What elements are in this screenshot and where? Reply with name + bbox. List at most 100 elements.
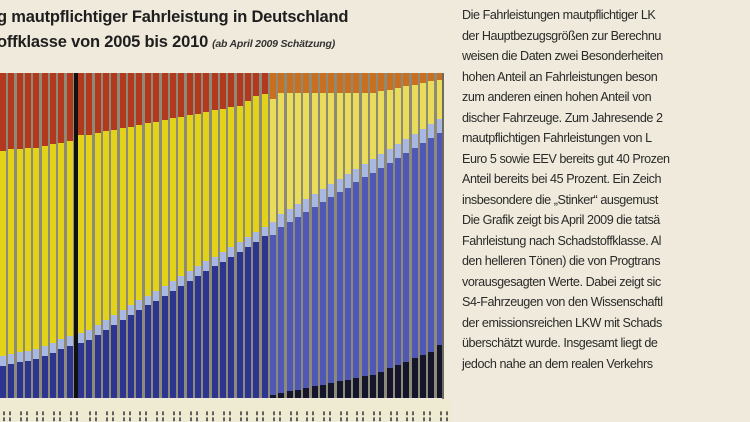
bar-segment-red — [128, 73, 135, 127]
chart-bar — [261, 73, 268, 398]
bar-segment-red — [395, 73, 401, 88]
bar-segment-red — [211, 73, 218, 111]
bar-segment-navy — [86, 339, 93, 398]
bar-segment-lightblue — [361, 164, 368, 178]
article-text: Die Fahrleistungen mautpflichtiger LK der… — [462, 5, 750, 374]
bar-segment-lightblue — [244, 237, 251, 247]
bar-segment-red — [178, 73, 185, 117]
bar-segment-black — [428, 351, 435, 398]
bar-segment-navy — [353, 182, 360, 379]
bar-segment-yellow — [269, 98, 276, 223]
bar-segment-navy — [428, 137, 435, 352]
bar-segment-yellow — [244, 100, 251, 238]
bar-segment-red — [25, 73, 31, 148]
bar-segment-navy — [119, 320, 126, 398]
bar-segment-lightblue — [33, 349, 40, 360]
bar-segment-lightblue — [428, 124, 435, 138]
chart-bar — [361, 73, 368, 398]
bar-segment-yellow — [311, 92, 318, 195]
x-tick-label: ▮▮ ▮▮ — [17, 410, 30, 422]
chart-bar — [128, 73, 135, 398]
bar-segment-lightblue — [66, 336, 73, 347]
bar-segment-navy — [58, 349, 65, 398]
chart-bar — [58, 73, 65, 398]
bar-segment-yellow — [353, 92, 360, 170]
bar-segment-navy — [136, 310, 143, 398]
bar-segment-yellow — [319, 92, 326, 190]
x-tick-label: ▮▮ ▮▮ — [254, 410, 267, 422]
bar-segment-lightblue — [203, 261, 210, 272]
chart-bar — [269, 73, 276, 398]
bar-segment-navy — [311, 207, 318, 387]
bar-segment-lightblue — [395, 144, 401, 158]
bar-segment-red — [286, 73, 293, 93]
chart-bar — [420, 73, 426, 398]
bar-segment-lightblue — [344, 174, 351, 188]
bar-segment-lightblue — [111, 315, 118, 325]
chart-bar — [278, 73, 285, 398]
bar-segment-yellow — [219, 108, 226, 252]
bar-segment-navy — [78, 342, 85, 398]
bar-segment-yellow — [411, 84, 418, 135]
bar-segment-red — [169, 73, 176, 119]
chart-bar — [228, 73, 235, 398]
bar-segment-lightblue — [319, 189, 326, 203]
bar-segment-yellow — [236, 105, 243, 242]
bar-segment-red — [219, 73, 226, 109]
chart-bar — [78, 73, 85, 398]
chart-bar — [286, 73, 293, 398]
bar-segment-red — [336, 73, 343, 93]
bar-segment-red — [228, 73, 235, 108]
chart-bar — [41, 73, 48, 398]
x-tick-label: ▮▮ ▮▮ — [371, 410, 383, 422]
article-line: Euro 5 sowie EEV bereits gut 40 Prozen — [462, 151, 670, 166]
bar-segment-lightblue — [16, 352, 23, 363]
bar-segment-lightblue — [219, 251, 226, 262]
bar-segment-red — [66, 73, 73, 142]
chart-bar — [319, 73, 326, 398]
article-line: zum anderen einen hohen Anteil von — [462, 90, 652, 104]
bar-segment-black — [278, 393, 285, 398]
chart-bar — [33, 73, 40, 398]
chart-bar — [428, 73, 435, 398]
bar-segment-lightblue — [178, 276, 185, 286]
bar-segment-navy — [16, 362, 23, 398]
bar-segment-navy — [319, 202, 326, 385]
bar-segment-red — [119, 73, 126, 129]
x-tick-label: ▮▮ ▮▮ — [67, 410, 80, 422]
bar-segment-black — [411, 358, 418, 398]
bar-segment-lightblue — [194, 266, 201, 277]
bar-segment-red — [361, 73, 368, 93]
bar-segment-black — [353, 378, 360, 398]
x-tick-label: ▮▮ ▮▮ — [354, 410, 367, 422]
bar-segment-navy — [344, 187, 351, 380]
bar-segment-red — [58, 73, 65, 143]
bar-segment-lightblue — [94, 324, 101, 335]
chart-bar — [144, 73, 151, 398]
bar-segment-lightblue — [253, 232, 260, 243]
bar-segment-navy — [261, 236, 268, 398]
bar-segment-lightblue — [103, 319, 110, 330]
bar-segment-red — [278, 73, 285, 93]
chart-bar — [219, 73, 226, 398]
chart-bar — [395, 73, 401, 398]
bar-segment-yellow — [403, 86, 410, 140]
bar-segment-navy — [228, 256, 235, 398]
bar-segment-red — [328, 73, 335, 93]
bar-segment-lightblue — [228, 246, 235, 257]
bar-segment-lightblue — [169, 280, 176, 291]
x-tick-label: ▮▮ ▮▮ — [220, 410, 233, 422]
article-line: weisen die Daten zwei Besonderheiten — [462, 49, 663, 63]
bar-segment-navy — [378, 167, 385, 372]
chart-bar — [370, 73, 376, 398]
x-tick-label: ▮▮ ▮▮ — [51, 410, 63, 422]
bar-segment-red — [311, 73, 318, 93]
chart-frame-right — [442, 73, 444, 400]
chart-bar — [236, 73, 243, 398]
bar-segment-red — [319, 73, 326, 93]
bar-segment-yellow — [8, 149, 15, 355]
chart-bar — [86, 73, 93, 398]
bar-segment-red — [103, 73, 110, 132]
bar-segment-yellow — [50, 144, 56, 343]
bar-segment-lightblue — [403, 139, 410, 153]
